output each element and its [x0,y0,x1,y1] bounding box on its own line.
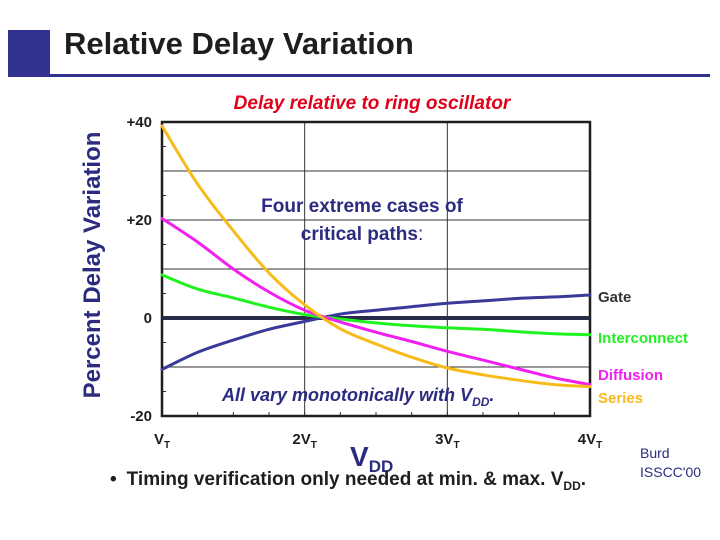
legend-label-diffusion: Diffusion [598,367,663,384]
y-tick-labels: +40 +20 0 -20 [127,114,152,425]
annotation-monotonic-text: All vary monotonically with V [221,385,474,405]
annotation-critical-paths: critical paths: [301,224,424,245]
annotation-critical-paths-colon: : [418,224,423,245]
bullet-timing-verification: • Timing verification only needed at min.… [110,469,586,493]
legend-label-series: Series [598,390,643,407]
bullet-text: Timing verification only needed at min. … [126,469,564,490]
x-tick-label: 2VT [292,431,316,451]
credit-venue: ISSCC'00 [640,464,702,480]
y-tick-label: 0 [144,310,152,327]
annotation-four-cases: Four extreme cases of [261,196,463,217]
x-tick-label: 4VT [578,431,602,451]
x-axis-label: VDD [350,441,393,476]
x-axis-label-main: V [350,441,369,472]
y-tick-label: -20 [130,408,152,425]
x-tick-label: 3VT [435,431,459,451]
x-axis-label-sub: DD [369,457,394,476]
legend-label-interconnect: Interconnect [598,330,688,347]
series-line-series [160,124,592,389]
series-lines [160,124,592,389]
title-accent-square [8,30,50,76]
annotation-monotonic-sub: DD [472,395,490,409]
series-line-gate [160,293,592,371]
credit-author: Burd [640,445,670,461]
x-tick-labels: VT 2VT 3VT 4VT [154,431,602,451]
page-title: Relative Delay Variation [64,26,414,61]
series-line-diffusion [160,217,592,387]
annotation-monotonic: All vary monotonically with VDD. [221,385,494,409]
series-legend: Gate Interconnect Diffusion Series [598,289,688,407]
y-tick-label: +40 [127,114,152,131]
y-axis-label: Percent Delay Variation [79,132,106,399]
bullet-marker: • [110,469,117,490]
series-line-interconnect [160,273,592,337]
title-underline [8,74,710,77]
legend-label-gate: Gate [598,289,631,306]
chart-title: Delay relative to ring oscillator [234,93,512,114]
annotation-critical-paths-text: critical paths [301,224,418,245]
bullet-end: . [580,469,587,490]
annotation-monotonic-dot: . [489,385,494,405]
x-tick-label: VT [154,431,170,451]
plot-frame [160,120,592,418]
source-credit: Burd ISSCC'00 [640,444,701,482]
y-tick-label: +20 [127,212,152,229]
bullet-sub: DD [563,478,581,493]
